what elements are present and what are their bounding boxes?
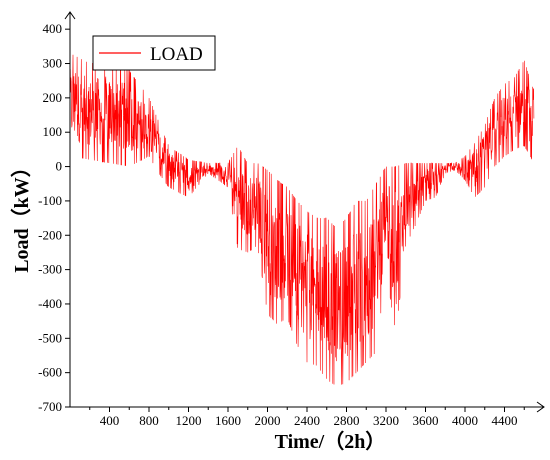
x-tick-label: 1600 bbox=[215, 413, 241, 428]
y-tick-label: -300 bbox=[38, 262, 62, 277]
y-tick-label: 100 bbox=[43, 124, 63, 139]
x-axis-title: Time/（2h） bbox=[275, 430, 386, 453]
x-axis-arrow bbox=[536, 401, 545, 413]
y-axis-arrow bbox=[64, 11, 76, 20]
x-tick-label: 1200 bbox=[176, 413, 202, 428]
x-tick-label: 3200 bbox=[373, 413, 399, 428]
x-tick-label: 4400 bbox=[492, 413, 518, 428]
x-tick-label: 800 bbox=[139, 413, 159, 428]
y-tick-label: -200 bbox=[38, 227, 62, 242]
x-tick-label: 400 bbox=[100, 413, 120, 428]
x-tick-label: 3600 bbox=[413, 413, 439, 428]
y-tick-label: 300 bbox=[43, 56, 63, 71]
y-tick-label: -500 bbox=[38, 330, 62, 345]
x-tick-label: 2400 bbox=[294, 413, 320, 428]
series-line-load bbox=[69, 54, 535, 385]
axes-layer bbox=[64, 11, 545, 413]
y-axis-title: Load（kW） bbox=[10, 157, 33, 273]
series-layer bbox=[69, 54, 535, 385]
y-tick-label: -100 bbox=[38, 193, 62, 208]
y-tick-label: 0 bbox=[56, 159, 63, 174]
x-tick-label: 2000 bbox=[255, 413, 281, 428]
legend-label: LOAD bbox=[150, 44, 203, 65]
x-tick-label: 2800 bbox=[334, 413, 360, 428]
y-tick-label: 400 bbox=[43, 21, 63, 36]
legend: LOAD bbox=[92, 35, 216, 71]
y-tick-label: -400 bbox=[38, 296, 62, 311]
x-tick-label: 4000 bbox=[452, 413, 478, 428]
y-tick-label: 200 bbox=[43, 90, 63, 105]
y-tick-label: -600 bbox=[38, 365, 62, 380]
ticks-layer: -700 -600 -500 -400 -300 -200 -100 0 100 200 300 40… bbox=[38, 21, 525, 428]
y-tick-label: -700 bbox=[38, 399, 62, 414]
